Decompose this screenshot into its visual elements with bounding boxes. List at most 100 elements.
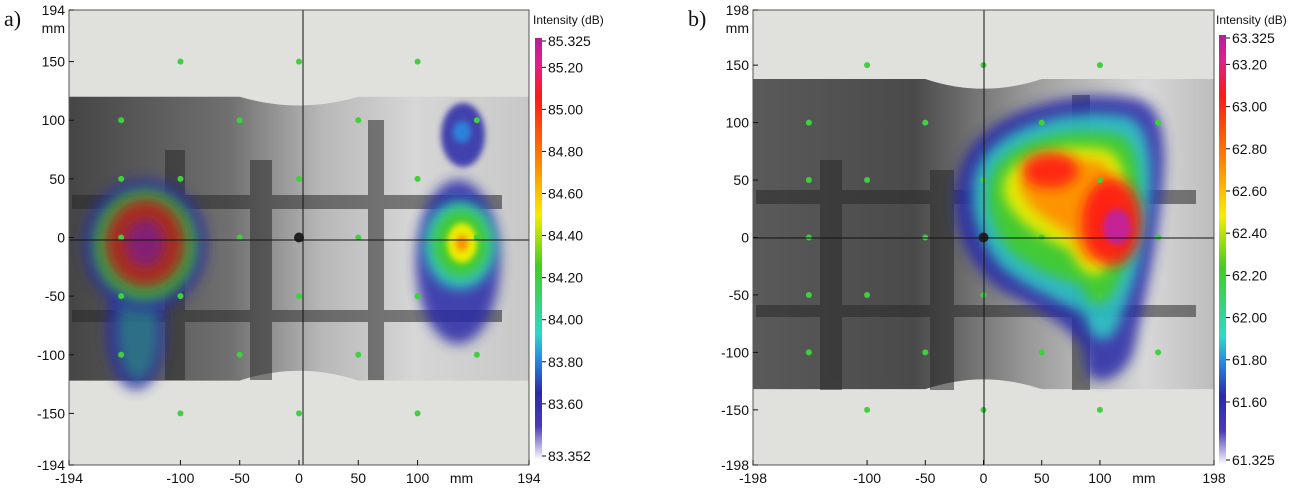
panel-a-microphone-dot <box>355 351 362 358</box>
panel-b-microphone-dot <box>864 291 871 298</box>
panel-a-x-tick-label: -194 <box>55 470 83 486</box>
panel-b-hotspot-red-upper <box>1022 152 1078 188</box>
panel-a-y-unit: mm <box>42 20 65 36</box>
panel-a-x-tick-label: 0 <box>295 470 303 486</box>
panel-b-microphone-dot <box>1096 177 1103 184</box>
panel-b-microphone-dot <box>1155 119 1162 126</box>
panel-a-microphone-dot <box>296 58 302 65</box>
panel-a-x-tick-label: 194 <box>517 470 541 486</box>
panel-a-y-tick-label: -50 <box>45 288 65 304</box>
panel-a-colorbar-tick-label: 84.80 <box>548 143 583 159</box>
panel-b-colorbar-tick-label: 62.80 <box>1232 141 1267 157</box>
panel-b-microphones <box>805 62 1162 413</box>
panel-b-label: b) <box>688 6 706 31</box>
panel-b-x-tick-label: 100 <box>1088 470 1112 486</box>
panel-a-colorbar-title: Intensity (dB) <box>533 13 604 27</box>
panel-a-colorbar-max-label: 85.325 <box>548 33 591 49</box>
panel-b-x-tick-label: 50 <box>1034 470 1050 486</box>
panel-a-microphone-dot <box>236 351 243 358</box>
panel-a-label: a) <box>4 6 21 31</box>
panel-a-microphone-dot <box>118 175 125 182</box>
panel-a-microphone-dot <box>414 175 421 182</box>
panel-a-microphone-dot <box>473 351 480 358</box>
panel-b-microphone-dot <box>1038 349 1045 356</box>
panel-a-hotspot-left-peak <box>125 219 165 267</box>
panel-b-y-tick-label: -100 <box>721 344 749 360</box>
panel-a-microphone-dot <box>414 410 421 417</box>
panel-b-x-tick-label: 198 <box>1202 470 1226 486</box>
panel-a-y-tick-label: 150 <box>42 54 66 70</box>
panel-a-microphone-dot <box>118 293 125 300</box>
panel-b-y-tick-label: 150 <box>726 57 750 73</box>
panel-a-microphone-dot <box>296 293 302 300</box>
panel-b-microphone-dot <box>805 349 812 356</box>
panel-b-y-tick-label: 0 <box>741 230 749 246</box>
panel-b-microphone-dot <box>864 406 871 413</box>
panel-a-y-tick-label: -150 <box>37 405 65 421</box>
panel-b-x-unit: mm <box>1132 470 1155 486</box>
panel-a-colorbar-ticks: 85.325 85.20 85.00 84.80 84.60 84.40 84.20 84.0… <box>542 33 591 464</box>
panel-b-colorbar-tick-label: 62.60 <box>1232 183 1267 199</box>
panel-a-x-tick-label: -50 <box>230 470 250 486</box>
panel-a-y-tick-label: -100 <box>37 347 65 363</box>
panel-b-x-tick-label: -100 <box>853 470 881 486</box>
panel-b-hotspot-peak <box>1103 209 1131 245</box>
panel-a-x-tick-label: 100 <box>406 470 430 486</box>
panel-b-microphone-dot <box>1155 349 1162 356</box>
panel-a-y-tick-label: 50 <box>49 171 65 187</box>
panel-b-x-tick-label: 0 <box>980 470 988 486</box>
panel-b-heatmap <box>954 95 1165 381</box>
panel-a-microphone-dot <box>355 234 362 241</box>
panel-a-y-tick-label: 0 <box>57 230 65 246</box>
panel-a-microphone-dot <box>414 293 421 300</box>
panel-a-colorbar-tick-label: 84.20 <box>548 270 583 286</box>
panel-a-colorbar: Intensity (dB) 85.325 85.20 85.00 84.80 84.6… <box>533 13 604 464</box>
panel-b-colorbar-tick-label: 63.00 <box>1232 99 1267 115</box>
panel-b-y-tick-label: -198 <box>721 457 749 473</box>
panel-a-microphones <box>118 58 480 417</box>
panel-b-microphone-dot <box>922 119 929 126</box>
panel-a-microphone-dot <box>236 234 243 241</box>
panel-a-y-tick-label: 194 <box>42 2 66 18</box>
panel-a-axis-ticks: -194 -100 -50 0 50 100 194 mm 194 150 100 50 0 -50 -10… <box>37 2 541 486</box>
panel-a-microphone-dot <box>177 410 184 417</box>
panel-a-colorbar-tick-label: 84.60 <box>548 185 583 201</box>
panel-a-microphone-dot <box>296 410 302 417</box>
panel-b-y-tick-label: 50 <box>733 172 749 188</box>
panel-a-microphone-dot <box>177 175 184 182</box>
panel-a-hotspot-right-peak <box>456 235 468 251</box>
panel-a-microphone-dot <box>177 58 184 65</box>
panel-b-microphone-dot <box>805 177 812 184</box>
panel-b-microphone-dot <box>1096 406 1103 413</box>
panel-a-microphone-dot <box>414 58 421 65</box>
panel-a-microphone-dot <box>473 234 480 241</box>
panel-b-colorbar: Intensity (dB) 63.325 63.20 63.00 62.80 62.6… <box>1216 13 1287 468</box>
panel-a-colorbar-tick-label: 83.80 <box>548 354 583 370</box>
panel-b-y-tick-label: -150 <box>721 402 749 418</box>
panel-b-colorbar-title: Intensity (dB) <box>1216 13 1287 27</box>
panel-b-colorbar-tick-label: 62.00 <box>1232 310 1267 326</box>
panel-b-microphone-dot <box>1096 62 1103 69</box>
panel-b-y-unit: mm <box>726 20 749 36</box>
panel-a-microphone-dot <box>355 117 362 124</box>
panel-a-microphone-dot <box>118 351 125 358</box>
panel-b-colorbar-bar <box>1219 35 1226 465</box>
panel-b-colorbar-tick-label: 62.20 <box>1232 267 1267 283</box>
panel-b-colorbar-tick-label: 61.80 <box>1232 352 1267 368</box>
panel-b-microphone-dot <box>805 119 812 126</box>
panel-a-colorbar-tick-label: 84.00 <box>548 312 583 328</box>
panel-b-axis-ticks: -198 -100 -50 0 50 100 198 mm 198 150 100 50 0 -50 -10… <box>721 2 1226 486</box>
panel-b-colorbar-min-label: 61.325 <box>1232 452 1275 468</box>
panel-b-y-tick-label: -50 <box>729 287 749 303</box>
panel-b-x-tick-label: -50 <box>915 470 935 486</box>
panel-a-y-tick-label: 100 <box>42 112 66 128</box>
panel-a-y-tick-label: -194 <box>37 457 65 473</box>
panel-a-x-tick-label: -100 <box>166 470 194 486</box>
panel-b-microphone-dot <box>922 349 929 356</box>
panel-b-microphone-dot <box>864 62 871 69</box>
panel-a-x-unit: mm <box>450 470 473 486</box>
panel-b-colorbar-max-label: 63.325 <box>1232 30 1275 46</box>
panel-b-colorbar-tick-label: 63.20 <box>1232 56 1267 72</box>
panel-a-colorbar-bar <box>535 38 542 460</box>
